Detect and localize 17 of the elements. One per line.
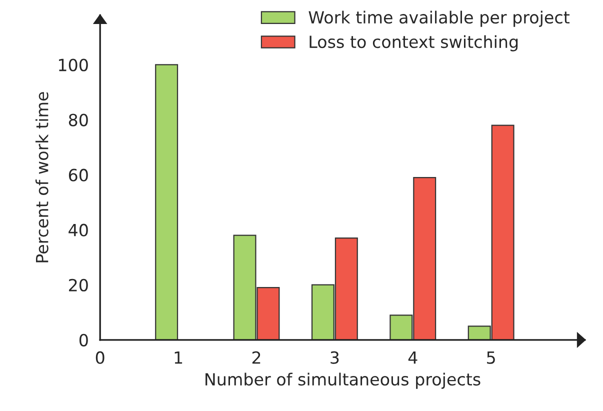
y-tick-label: 60 <box>68 168 88 182</box>
y-tick-label: 0 <box>79 334 88 346</box>
x-axis-title: Number of simultaneous projects <box>206 372 480 389</box>
x-tick-label: 5 <box>487 352 495 364</box>
legend-label: Work time available per project <box>308 10 570 27</box>
y-tick-label: 100 <box>59 58 88 72</box>
x-tick-label: 1 <box>174 352 182 364</box>
x-tick-label: 3 <box>330 351 339 364</box>
x-tick-label: 0 <box>96 351 104 364</box>
y-tick-label: 80 <box>68 114 88 126</box>
bar <box>155 64 178 340</box>
x-tick-label: 2 <box>252 351 260 364</box>
legend-label: Loss to context switching <box>310 35 518 52</box>
y-axis-title: Percent of work time <box>35 92 48 262</box>
y-tick-label: 40 <box>68 224 88 236</box>
y-tick-label: 20 <box>69 278 88 292</box>
x-tick-label: 4 <box>408 352 418 364</box>
